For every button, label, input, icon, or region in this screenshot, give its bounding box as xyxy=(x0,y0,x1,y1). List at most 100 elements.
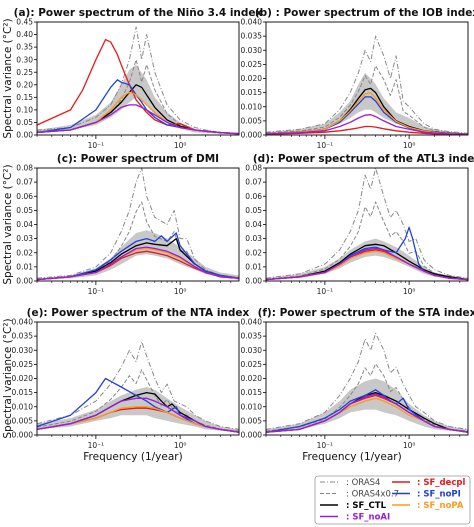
spread-band xyxy=(37,230,239,280)
panel-title: (a): Power spectrum of the Niño 3.4 inde… xyxy=(14,7,263,19)
y-tick-label: 0.000 xyxy=(241,431,263,440)
legend: : ORAS4: SF_decpl: ORAS4x0.7: SF_noPI: S… xyxy=(314,475,471,525)
y-tick-label: 0.03 xyxy=(16,234,33,243)
y-tick-label: 0.08 xyxy=(16,164,33,173)
x-tick-label: 10⁻¹ xyxy=(88,441,105,450)
y-tick-label: 0.015 xyxy=(12,388,34,397)
y-tick-label: 0.00 xyxy=(245,277,262,286)
y-tick-label: 0.020 xyxy=(12,374,34,383)
y-tick-label: 0.04 xyxy=(16,220,33,229)
series-line-sf-nopa xyxy=(265,91,469,135)
y-tick-label: 0.07 xyxy=(245,178,262,187)
series-line-oras4 xyxy=(36,167,240,279)
y-tick-label: 0.000 xyxy=(241,131,263,140)
y-tick-label: 0.005 xyxy=(241,416,263,425)
x-axis-label-right: Frequency (1/year) xyxy=(302,451,401,463)
x-tick-label: 10⁰ xyxy=(403,441,416,450)
legend-label: : SF_decpl xyxy=(417,478,466,488)
y-tick-label: 0.040 xyxy=(12,318,34,327)
series-line-sf-noai xyxy=(36,104,240,135)
series-line-oras4x0-7 xyxy=(265,363,469,432)
y-tick-label: 0.00 xyxy=(16,277,33,286)
series-line-oras4 xyxy=(265,332,469,430)
y-tick-label: 0.25 xyxy=(16,68,33,77)
y-tick-label: 0.035 xyxy=(12,332,34,341)
series-line-sf-noai xyxy=(265,114,469,136)
y-axis-label: Spectral variance (°C²) xyxy=(2,18,14,138)
y-tick-label: 0.30 xyxy=(16,55,33,64)
series-line-oras4x0-7 xyxy=(265,201,469,280)
panel-title: (d): Power spectrum of the ATL3 index xyxy=(253,153,474,165)
x-tick-label: 10⁻¹ xyxy=(317,287,334,296)
series-line-sf-noai xyxy=(36,246,240,281)
series-line-oras4 xyxy=(265,167,469,279)
series-line-oras4 xyxy=(265,35,469,134)
series-line-sf-noai xyxy=(36,397,240,433)
y-tick-label: 0.35 xyxy=(16,43,33,52)
x-tick-label: 10⁰ xyxy=(403,141,416,150)
panels: (a): Power spectrum of the Niño 3.4 inde… xyxy=(2,7,474,450)
series-line-oras4 xyxy=(36,341,240,430)
panel-title: (f): Power spectrum of the STA index xyxy=(258,307,474,319)
y-tick-label: 0.010 xyxy=(241,102,263,111)
y-tick-label: 0.015 xyxy=(241,388,263,397)
y-tick-label: 0.030 xyxy=(241,46,263,55)
panel-title: (e): Power spectrum of the NTA index xyxy=(27,307,250,319)
x-tick-label: 10⁻¹ xyxy=(88,287,105,296)
legend-frame xyxy=(314,475,471,525)
x-tick-label: 10⁻¹ xyxy=(88,141,105,150)
y-tick-label: 0.06 xyxy=(245,192,262,201)
y-tick-label: 0.025 xyxy=(241,60,263,69)
y-tick-label: 0.010 xyxy=(241,402,263,411)
series-line-sf-decpl xyxy=(265,125,469,136)
y-tick-label: 0.040 xyxy=(241,318,263,327)
x-tick-label: 10⁻¹ xyxy=(317,441,334,450)
y-tick-label: 0.005 xyxy=(12,416,34,425)
y-axis-label: Spectral variance (°C²) xyxy=(2,318,14,438)
y-axis-label: Spectral variance (°C²) xyxy=(2,164,14,284)
x-tick-label: 10⁻¹ xyxy=(317,141,334,150)
spread-band xyxy=(266,238,468,280)
panel-4: (d): Power spectrum of the ATL3 index 0.0… xyxy=(245,153,474,296)
plot-frame xyxy=(36,21,240,136)
panel-2: (b) : Power spectrum of the IOB index0.0… xyxy=(241,7,474,150)
series-line-oras4x0-7 xyxy=(265,65,469,135)
panel-5: (e): Power spectrum of the NTA index 0.00… xyxy=(2,307,250,450)
y-tick-label: 0.025 xyxy=(12,360,34,369)
y-tick-label: 0.07 xyxy=(16,178,33,187)
y-tick-label: 0.05 xyxy=(245,206,262,215)
series-line-sf-noai xyxy=(265,393,469,433)
y-tick-label: 0.010 xyxy=(12,402,34,411)
panel-6: (f): Power spectrum of the STA index 0.00… xyxy=(241,307,474,450)
series-line-sf-noai xyxy=(265,247,469,281)
y-tick-label: 0.05 xyxy=(16,206,33,215)
plot-frame xyxy=(36,167,240,282)
legend-label: : SF_CTL xyxy=(346,501,387,511)
y-tick-label: 0.15 xyxy=(16,93,33,102)
y-tick-label: 0.035 xyxy=(241,32,263,41)
panel-3: (c): Power spectrum of DMI 0.00 0.01 0.02 0.… xyxy=(2,153,240,296)
spread-band xyxy=(37,387,239,433)
y-tick-label: 0.040 xyxy=(241,18,263,27)
x-tick-label: 10⁰ xyxy=(403,287,416,296)
panel-1: (a): Power spectrum of the Niño 3.4 inde… xyxy=(2,7,263,150)
legend-label: : SF_noPI xyxy=(417,490,461,500)
y-tick-label: 0.02 xyxy=(245,248,262,257)
y-tick-label: 0.01 xyxy=(16,262,33,271)
y-tick-label: 0.030 xyxy=(241,346,263,355)
y-tick-label: 0.015 xyxy=(241,88,263,97)
y-tick-label: 0.025 xyxy=(241,360,263,369)
x-tick-label: 10⁰ xyxy=(174,441,187,450)
y-tick-label: 0.40 xyxy=(16,30,33,39)
y-tick-label: 0.00 xyxy=(16,131,33,140)
x-tick-label: 10⁰ xyxy=(174,141,187,150)
y-tick-label: 0.035 xyxy=(241,332,263,341)
plot-frame xyxy=(265,321,469,436)
legend-label: : ORAS4 xyxy=(346,478,380,488)
panel-title: (c): Power spectrum of DMI xyxy=(57,153,219,165)
series-line-sf-ctl xyxy=(265,243,469,281)
y-tick-label: 0.20 xyxy=(16,80,33,89)
y-tick-label: 0.000 xyxy=(12,431,34,440)
y-tick-label: 0.005 xyxy=(241,116,263,125)
